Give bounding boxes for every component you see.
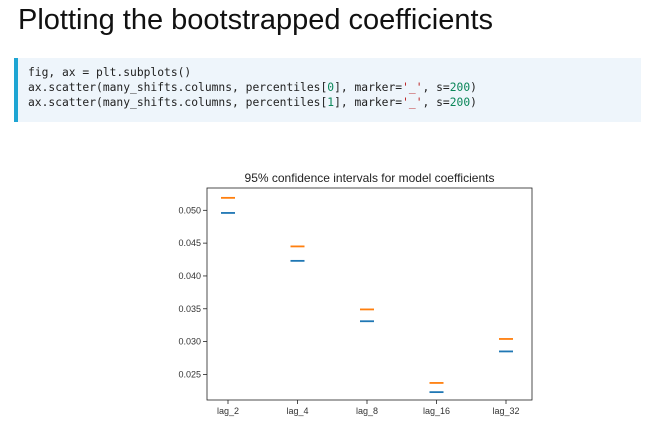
code-token: , s= [422, 81, 450, 94]
code-token: '_' [402, 81, 423, 94]
code-token: '_' [402, 96, 423, 109]
code-line: fig, ax = plt.subplots() [28, 65, 641, 80]
x-tick-label: lag_8 [356, 406, 378, 416]
code-line: ax.scatter(many_shifts.columns, percenti… [28, 95, 641, 110]
code-token: ], marker= [334, 96, 403, 109]
code-line: ax.scatter(many_shifts.columns, percenti… [28, 80, 641, 95]
x-tick-label: lag_32 [492, 406, 519, 416]
y-tick-label: 0.035 [178, 304, 201, 314]
code-token: 0 [327, 81, 335, 94]
code-token: ax.scatter(many_shifts.columns, percenti… [28, 81, 328, 94]
code-token: ], marker= [334, 81, 403, 94]
code-cell[interactable]: fig, ax = plt.subplots() ax.scatter(many_… [14, 58, 641, 122]
code-token: 200 [449, 96, 471, 109]
code-token: 200 [449, 81, 471, 94]
y-tick-label: 0.050 [178, 205, 201, 215]
plot-area [206, 187, 533, 401]
code-token: ax.scatter(many_shifts.columns, percenti… [28, 96, 328, 109]
x-tick-label: lag_2 [217, 406, 239, 416]
code-token: , s= [422, 96, 450, 109]
code-token: fig, ax = plt.subplots() [28, 66, 192, 79]
y-tick-label: 0.040 [178, 271, 201, 281]
code-token: ) [470, 96, 477, 109]
section-heading: Plotting the bootstrapped coefficients [18, 4, 494, 36]
code-token: 1 [327, 96, 335, 109]
x-tick-label: lag_16 [423, 406, 450, 416]
code-token: ) [470, 81, 477, 94]
x-tick-label: lag_4 [286, 406, 308, 416]
chart-title: 95% confidence intervals for model coeff… [245, 171, 495, 185]
y-tick-label: 0.045 [178, 238, 201, 248]
y-tick-label: 0.025 [178, 369, 201, 379]
y-tick-label: 0.030 [178, 337, 201, 347]
